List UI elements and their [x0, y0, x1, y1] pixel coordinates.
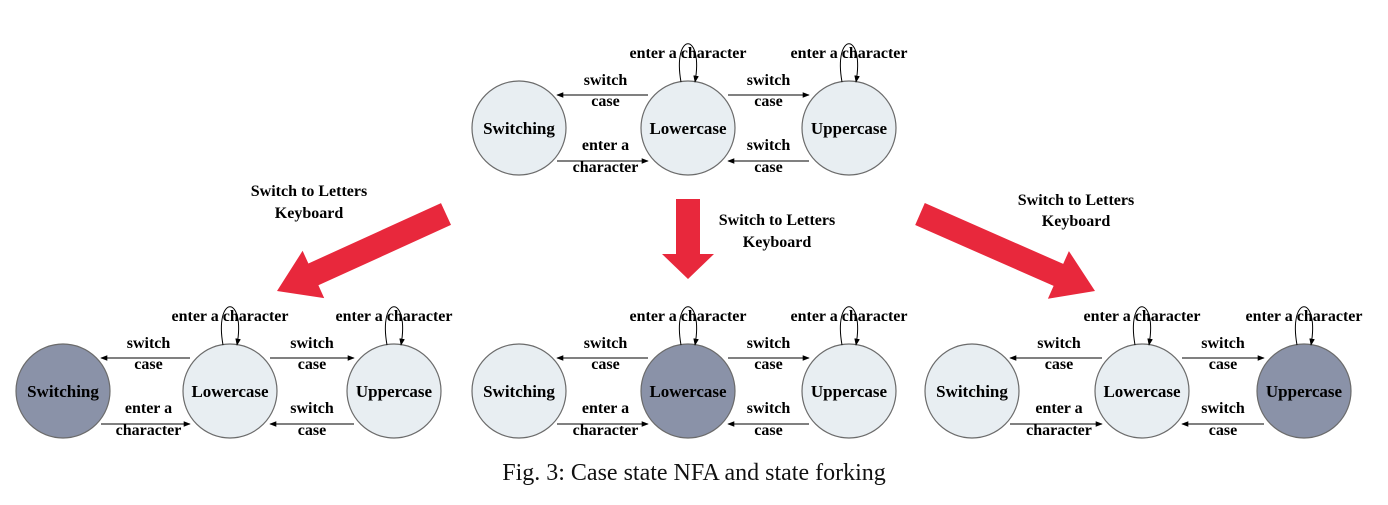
self-loop-uppercase — [840, 43, 860, 83]
self-loop-label-uppercase: enter a character — [1246, 308, 1363, 325]
state-label-switching: Switching — [936, 382, 1008, 401]
edge-label-case: case — [591, 93, 619, 110]
edge-label-character: character — [116, 422, 182, 439]
edge-label-case: case — [298, 356, 326, 373]
self-loop-label-lowercase: enter a character — [1084, 308, 1201, 325]
edge-label-switch: switch — [747, 72, 791, 89]
state-switching — [471, 80, 567, 176]
fork-label-middle-line2: Keyboard — [743, 234, 812, 251]
self-loop-lowercase — [1133, 306, 1153, 346]
figure-caption: Fig. 3: Case state NFA and state forking — [502, 460, 886, 486]
edge-label-case: case — [1209, 422, 1237, 439]
self-loop-uppercase — [385, 306, 405, 346]
fork-label-left-line2: Keyboard — [275, 205, 344, 222]
state-lowercase — [182, 343, 278, 439]
fork-label-middle-line1: Switch to Letters — [719, 212, 835, 229]
nfa-diagram-bottom-middle: Switching Lowercase Uppercase enter a chara… — [471, 306, 908, 439]
state-uppercase — [801, 343, 897, 439]
state-label-uppercase: Uppercase — [811, 119, 888, 138]
edge-label-enter-a: enter a — [125, 400, 172, 417]
nfa-diagram-bottom-left: Switching Lowercase Uppercase enter a chara… — [15, 306, 453, 439]
edge-label-enter-a: enter a — [1035, 400, 1082, 417]
edge-label-case: case — [754, 356, 782, 373]
self-loop-label-uppercase: enter a character — [791, 308, 908, 325]
self-loop-label-lowercase: enter a character — [630, 45, 747, 62]
self-loop-lowercase — [679, 43, 699, 83]
state-label-uppercase: Uppercase — [1266, 382, 1343, 401]
state-label-lowercase: Lowercase — [1103, 382, 1181, 401]
edge-label-character: character — [1026, 422, 1092, 439]
fork-arrow-left — [277, 203, 451, 299]
self-loop-label-uppercase: enter a character — [336, 308, 453, 325]
edge-label-switch: switch — [290, 400, 334, 417]
fork-label-left-line1: Switch to Letters — [251, 183, 367, 200]
state-label-lowercase: Lowercase — [649, 119, 727, 138]
state-label-lowercase: Lowercase — [649, 382, 727, 401]
state-label-switching: Switching — [483, 119, 555, 138]
state-switching — [471, 343, 567, 439]
edge-label-switch: switch — [1201, 400, 1245, 417]
edge-label-case: case — [754, 93, 782, 110]
edge-label-enter-a: enter a — [582, 400, 629, 417]
edge-label-switch: switch — [290, 335, 334, 352]
fork-arrow-right — [915, 203, 1095, 299]
state-uppercase — [1256, 343, 1352, 439]
edge-label-enter-a: enter a — [582, 137, 629, 154]
self-loop-label-lowercase: enter a character — [172, 308, 289, 325]
nfa-diagram-bottom-right: Switching Lowercase Uppercase enter a chara… — [924, 306, 1363, 439]
self-loop-label-lowercase: enter a character — [630, 308, 747, 325]
state-switching — [924, 343, 1020, 439]
self-loop-label-uppercase: enter a character — [791, 45, 908, 62]
state-switching — [15, 343, 111, 439]
edge-label-case: case — [754, 159, 782, 176]
edge-label-switch: switch — [747, 137, 791, 154]
edge-label-case: case — [1045, 356, 1073, 373]
self-loop-lowercase — [221, 306, 241, 346]
state-lowercase — [640, 343, 736, 439]
edge-label-switch: switch — [584, 335, 628, 352]
edge-label-switch: switch — [747, 335, 791, 352]
state-label-uppercase: Uppercase — [356, 382, 433, 401]
edge-label-switch: switch — [1037, 335, 1081, 352]
edge-label-case: case — [1209, 356, 1237, 373]
edge-label-case: case — [134, 356, 162, 373]
state-label-switching: Switching — [27, 382, 99, 401]
case-state-nfa-diagram: Switching Lowercase Uppercase enter a chara… — [15, 43, 1363, 439]
edge-label-character: character — [573, 422, 639, 439]
state-label-switching: Switching — [483, 382, 555, 401]
nfa-diagram-top: Switching Lowercase Uppercase enter a chara… — [471, 43, 908, 176]
fork-label-right-line2: Keyboard — [1042, 213, 1111, 230]
edge-label-switch: switch — [1201, 335, 1245, 352]
state-lowercase — [640, 80, 736, 176]
state-label-uppercase: Uppercase — [811, 382, 888, 401]
state-uppercase — [801, 80, 897, 176]
edge-label-case: case — [298, 422, 326, 439]
self-loop-lowercase — [679, 306, 699, 346]
fork-label-right-line1: Switch to Letters — [1018, 192, 1134, 209]
state-label-lowercase: Lowercase — [191, 382, 269, 401]
edge-label-switch: switch — [584, 72, 628, 89]
self-loop-uppercase — [840, 306, 860, 346]
edge-label-case: case — [591, 356, 619, 373]
edge-label-character: character — [573, 159, 639, 176]
self-loop-uppercase — [1295, 306, 1315, 346]
state-lowercase — [1094, 343, 1190, 439]
state-uppercase — [346, 343, 442, 439]
fork-arrow-middle — [662, 199, 714, 279]
edge-label-switch: switch — [747, 400, 791, 417]
edge-label-switch: switch — [127, 335, 171, 352]
edge-label-case: case — [754, 422, 782, 439]
